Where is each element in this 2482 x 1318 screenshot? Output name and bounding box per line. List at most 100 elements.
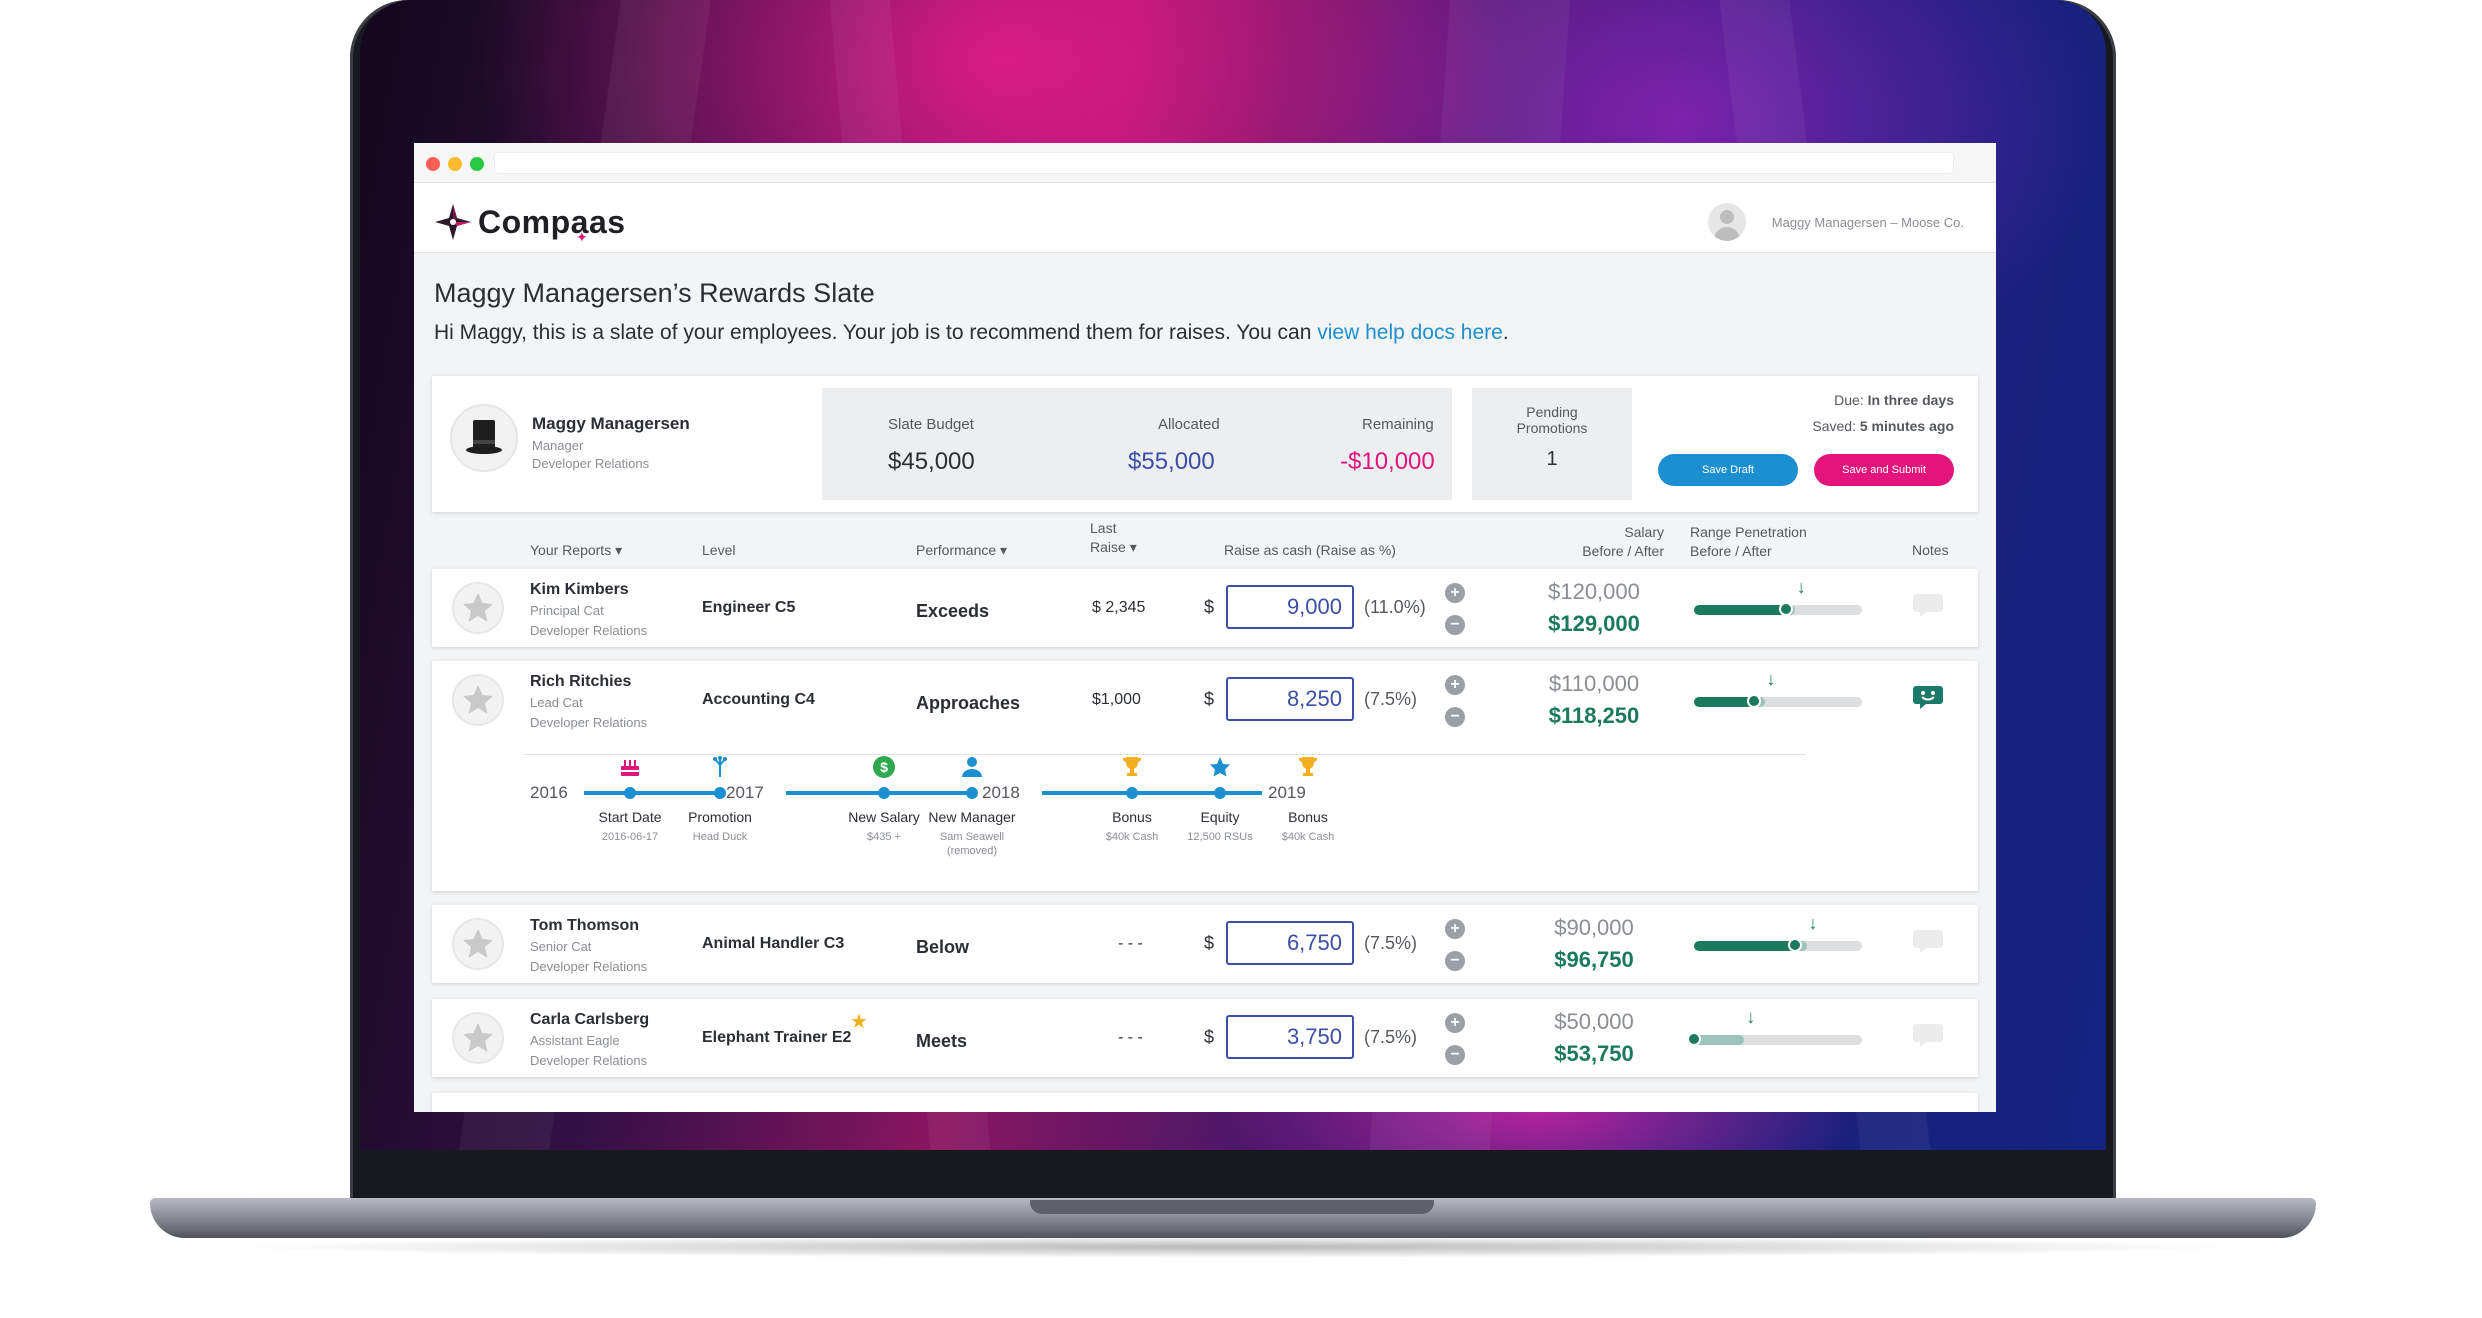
col-last-raise[interactable]: Last Raise ▾ bbox=[1090, 519, 1137, 557]
report-department: Developer Relations bbox=[530, 623, 648, 638]
user-menu[interactable]: Maggy Managersen – Moose Co. bbox=[1707, 203, 1964, 241]
saved-label: Saved: bbox=[1812, 418, 1856, 434]
raise-percent: (7.5%) bbox=[1364, 689, 1418, 709]
increase-icon[interactable]: + bbox=[1445, 919, 1465, 939]
timeline-dot[interactable] bbox=[966, 787, 978, 799]
col-range: Range Penetration Before / After bbox=[1690, 523, 1807, 561]
report-row[interactable]: Kim Kimbers Principal Cat Developer Rela… bbox=[432, 569, 1978, 647]
decrease-icon[interactable]: − bbox=[1445, 951, 1465, 971]
report-title: Lead Cat bbox=[530, 695, 583, 710]
trophy-icon bbox=[1123, 757, 1141, 776]
col-performance[interactable]: Performance ▾ bbox=[916, 541, 1007, 560]
note-empty-icon[interactable] bbox=[1912, 591, 1944, 619]
col-reports-label: Your Reports bbox=[530, 542, 612, 558]
increase-icon[interactable]: + bbox=[1445, 1013, 1465, 1033]
slate-budget-value: $45,000 bbox=[888, 448, 975, 475]
col-salary-label-2: Before / After bbox=[1582, 543, 1664, 559]
range-arrow-icon: ↓ bbox=[1808, 913, 1818, 933]
note-empty-icon[interactable] bbox=[1912, 927, 1944, 955]
col-range-label-2: Before / After bbox=[1690, 543, 1772, 559]
window-minimize-button[interactable] bbox=[448, 157, 462, 171]
note-filled-icon[interactable] bbox=[1912, 683, 1944, 711]
report-performance[interactable]: Exceeds bbox=[916, 601, 990, 621]
window-close-button[interactable] bbox=[426, 157, 440, 171]
increase-icon[interactable]: + bbox=[1445, 675, 1465, 695]
remaining-label: Remaining bbox=[1362, 416, 1434, 433]
manager-avatar bbox=[450, 404, 518, 472]
star-icon bbox=[1210, 757, 1230, 777]
logo[interactable]: Compaas ✦ bbox=[434, 203, 626, 245]
raise-input[interactable]: 3,750 bbox=[1226, 1015, 1354, 1059]
slate-budget-label: Slate Budget bbox=[888, 416, 974, 433]
save-draft-button[interactable]: Save Draft bbox=[1658, 454, 1798, 486]
decrease-icon[interactable]: − bbox=[1445, 615, 1465, 635]
help-docs-link[interactable]: view help docs here bbox=[1317, 321, 1503, 344]
timeline-event-label: Promotion bbox=[688, 809, 752, 825]
report-last-raise: $1,000 bbox=[1092, 691, 1141, 708]
dollar-sign: $ bbox=[1204, 1027, 1215, 1047]
raise-input[interactable]: 8,250 bbox=[1226, 677, 1354, 721]
col-raise: Raise as cash (Raise as %) bbox=[1224, 542, 1396, 558]
address-bar[interactable] bbox=[494, 152, 1954, 174]
decrease-icon[interactable]: − bbox=[1445, 1045, 1465, 1065]
pending-promotions: Pending Promotions 1 bbox=[1472, 388, 1632, 500]
timeline-dot[interactable] bbox=[1214, 787, 1226, 799]
report-last-raise: - - - bbox=[1118, 935, 1143, 952]
range-bar bbox=[1694, 938, 1862, 952]
range-bar bbox=[1687, 1032, 1862, 1046]
timeline-dot[interactable] bbox=[878, 787, 890, 799]
raise-input[interactable]: 9,000 bbox=[1226, 585, 1354, 629]
user-avatar[interactable] bbox=[1707, 203, 1746, 241]
report-title: Assistant Eagle bbox=[530, 1033, 620, 1048]
report-row-partial[interactable] bbox=[432, 1093, 1978, 1112]
save-submit-button[interactable]: Save and Submit bbox=[1814, 454, 1954, 486]
report-row[interactable]: Tom Thomson Senior Cat Developer Relatio… bbox=[432, 905, 1978, 983]
due-status: Due: In three days bbox=[1834, 392, 1954, 408]
decrease-icon[interactable]: − bbox=[1445, 707, 1465, 727]
range-arrow-icon: ↓ bbox=[1766, 669, 1776, 689]
report-performance[interactable]: Meets bbox=[916, 1031, 968, 1051]
report-level: Elephant Trainer E2 bbox=[702, 1029, 852, 1046]
timeline-dot[interactable] bbox=[1126, 787, 1138, 799]
page-intro: Hi Maggy, this is a slate of your employ… bbox=[434, 321, 1509, 345]
range-bar bbox=[1694, 602, 1862, 616]
pending-label-1: Pending bbox=[1526, 404, 1578, 420]
dollar-sign: $ bbox=[1204, 933, 1215, 953]
divider bbox=[524, 754, 1806, 755]
note-empty-icon[interactable] bbox=[1912, 1021, 1944, 1049]
report-avatar bbox=[452, 1012, 504, 1064]
page-title: Maggy Managersen’s Rewards Slate bbox=[434, 278, 875, 308]
timeline-year: 2018 bbox=[982, 783, 1020, 802]
report-performance[interactable]: Approaches bbox=[916, 693, 1021, 713]
timeline-dot[interactable] bbox=[624, 787, 636, 799]
person-icon bbox=[962, 757, 982, 777]
timeline-event-sub: $435 + bbox=[867, 831, 901, 843]
window-maximize-button[interactable] bbox=[470, 157, 484, 171]
range-knob bbox=[1747, 694, 1762, 708]
range-fill-before bbox=[1694, 941, 1795, 951]
pending-value: 1 bbox=[1546, 448, 1558, 470]
user-name: Maggy Managersen – Moose Co. bbox=[1771, 214, 1964, 230]
trophy-icon bbox=[1299, 757, 1317, 776]
sort-down-icon: ▾ bbox=[615, 542, 623, 558]
range-fill-after bbox=[1694, 1035, 1745, 1045]
col-your-reports[interactable]: Your Reports ▾ bbox=[530, 541, 622, 560]
range-knob bbox=[1787, 938, 1802, 952]
manager-summary-card: Maggy Managersen Manager Developer Relat… bbox=[432, 376, 1978, 512]
report-row-expanded[interactable]: Rich Ritchies Lead Cat Developer Relatio… bbox=[432, 661, 1978, 891]
timeline-dot[interactable] bbox=[714, 787, 726, 799]
promotion-star-icon: ★ bbox=[850, 1011, 868, 1033]
sort-down-icon: ▾ bbox=[1129, 539, 1137, 555]
report-row[interactable]: Carla Carlsberg Assistant Eagle Develope… bbox=[432, 999, 1978, 1077]
allocated-value: $55,000 bbox=[1128, 448, 1215, 475]
dollar-icon: $ bbox=[873, 756, 895, 778]
raise-percent: (11.0%) bbox=[1364, 597, 1426, 617]
raise-input[interactable]: 6,750 bbox=[1226, 921, 1354, 965]
intro-text: Hi Maggy, this is a slate of your employ… bbox=[434, 321, 1318, 344]
increase-icon[interactable]: + bbox=[1445, 583, 1465, 603]
report-performance[interactable]: Below bbox=[916, 937, 970, 957]
report-avatar bbox=[452, 582, 504, 634]
raise-percent: (7.5%) bbox=[1364, 933, 1418, 953]
report-avatar bbox=[452, 918, 504, 970]
